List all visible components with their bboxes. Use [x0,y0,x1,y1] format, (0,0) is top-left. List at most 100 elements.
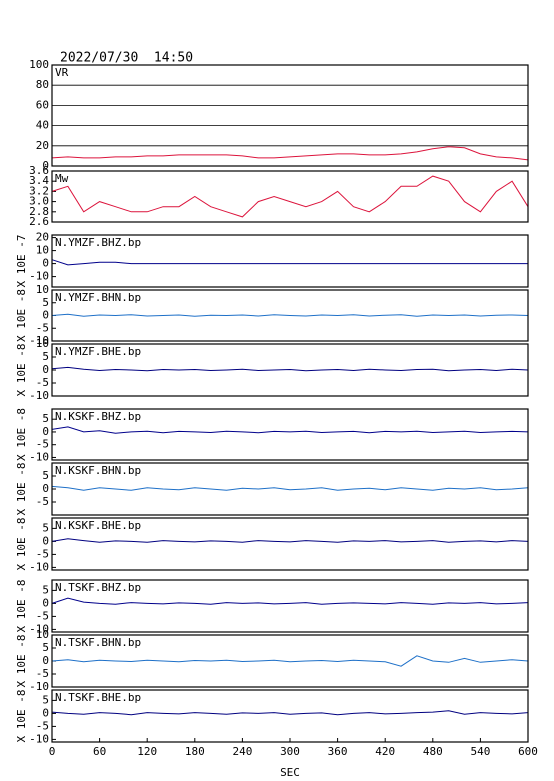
trace [51,485,529,491]
y-tick-label: -5 [36,321,49,334]
y-tick-label: 5 [42,521,49,534]
x-tick-label: 60 [93,745,106,758]
y-tick-label: 80 [36,78,49,91]
y-tick-label: 10 [36,283,49,296]
y-tick-label: -10 [29,680,49,693]
y-axis-label: X 10E -8 [15,289,28,342]
x-tick-label: 180 [185,745,205,758]
panel-frame [51,462,529,516]
y-axis-label: X 10E -7 [15,235,28,288]
y-tick-label: -10 [29,270,49,283]
y-axis-label: X 10E -8 [15,344,28,397]
y-tick-label: -5 [36,438,49,451]
y-tick-label: 0 [42,482,49,495]
y-tick-label: -5 [36,547,49,560]
y-tick-label: 0 [42,309,49,322]
trace [51,710,529,716]
x-tick-label: 360 [328,745,348,758]
y-tick-label: 0 [42,257,49,270]
y-tick-label: 0 [42,159,49,172]
x-tick-label: 120 [137,745,157,758]
y-tick-label: 3.4 [29,174,49,187]
panel-frame [51,517,529,571]
panel-frame [51,343,529,397]
y-tick-label: 5 [42,641,49,654]
y-tick-label: 3.0 [29,195,49,208]
trace [51,597,529,605]
x-tick-label: 300 [280,745,300,758]
y-axis-label: X 10E -8 [15,635,28,688]
trace [51,313,529,317]
y-tick-label: 0 [42,363,49,376]
x-tick-label: 0 [49,745,56,758]
y-tick-label: -5 [36,609,49,622]
y-tick-label: 40 [36,119,49,132]
trace [51,146,529,161]
y-tick-label: 20 [36,231,49,244]
panel-label: N.KSKF.BHE.bp [55,519,141,532]
y-tick-label: -10 [29,560,49,573]
panel-frame [51,234,529,288]
y-tick-label: 5 [42,350,49,363]
y-tick-label: 60 [36,98,49,111]
x-tick-label: 600 [518,745,538,758]
y-tick-label: -5 [36,376,49,389]
y-tick-label: 10 [36,244,49,257]
y-tick-label: 5 [42,469,49,482]
trace [51,655,529,667]
y-tick-label: 10 [36,628,49,641]
y-tick-label: -10 [29,450,49,463]
y-axis-label: X 10E -8 [15,463,28,516]
y-tick-label: 0 [42,596,49,609]
x-tick-label: 480 [423,745,443,758]
panel-label: N.KSKF.BHN.bp [55,464,141,477]
trace [51,366,529,372]
y-tick-label: 3.2 [29,184,49,197]
panel-frame [51,170,529,223]
y-tick-label: 2.8 [29,205,49,218]
trace [51,259,528,266]
y-axis-label: X 10E -8 [15,408,28,461]
panel-frame [51,634,529,688]
y-tick-label: 5 [42,693,49,706]
panel-label: N.KSKF.BHZ.bp [55,410,141,423]
y-axis-label: X 10E -8 [15,518,28,571]
y-tick-label: -5 [36,667,49,680]
y-tick-label: -10 [29,732,49,745]
x-tick-label: 540 [470,745,490,758]
y-tick-label: 0 [42,654,49,667]
y-tick-label: 5 [42,412,49,425]
panel-frame [51,64,529,167]
panel-label: VR [55,66,69,79]
y-tick-label: 20 [36,139,49,152]
panel-frame [51,579,529,633]
panel-label: N.YMZF.BHZ.bp [55,236,141,249]
y-tick-label: 0 [42,706,49,719]
x-axis-label: SEC [280,766,300,779]
y-tick-label: 2.6 [29,215,49,228]
y-axis-label: X 10E -8 [15,580,28,633]
y-tick-label: -10 [29,389,49,402]
y-tick-label: 0 [42,425,49,438]
panel-label: Mw [55,172,69,185]
y-tick-label: 5 [42,296,49,309]
trace [51,538,529,543]
panel-label: N.YMZF.BHE.bp [55,345,141,358]
panel-label: N.TSKF.BHE.bp [55,691,141,704]
y-axis-label: X 10E -8 [15,690,28,743]
x-tick-label: 420 [375,745,395,758]
panel-label: N.TSKF.BHZ.bp [55,581,141,594]
panel-frame [51,408,529,461]
y-tick-label: -10 [29,622,49,635]
y-tick-label: -5 [36,719,49,732]
y-tick-label: 100 [29,58,49,71]
y-tick-label: 5 [42,583,49,596]
trace [51,426,529,434]
y-tick-label: -10 [29,334,49,347]
panel-label: N.YMZF.BHN.bp [55,291,141,304]
trace [51,175,529,218]
y-tick-label: -5 [36,495,49,508]
y-tick-label: 3.6 [29,164,49,177]
x-tick-label: 240 [232,745,252,758]
